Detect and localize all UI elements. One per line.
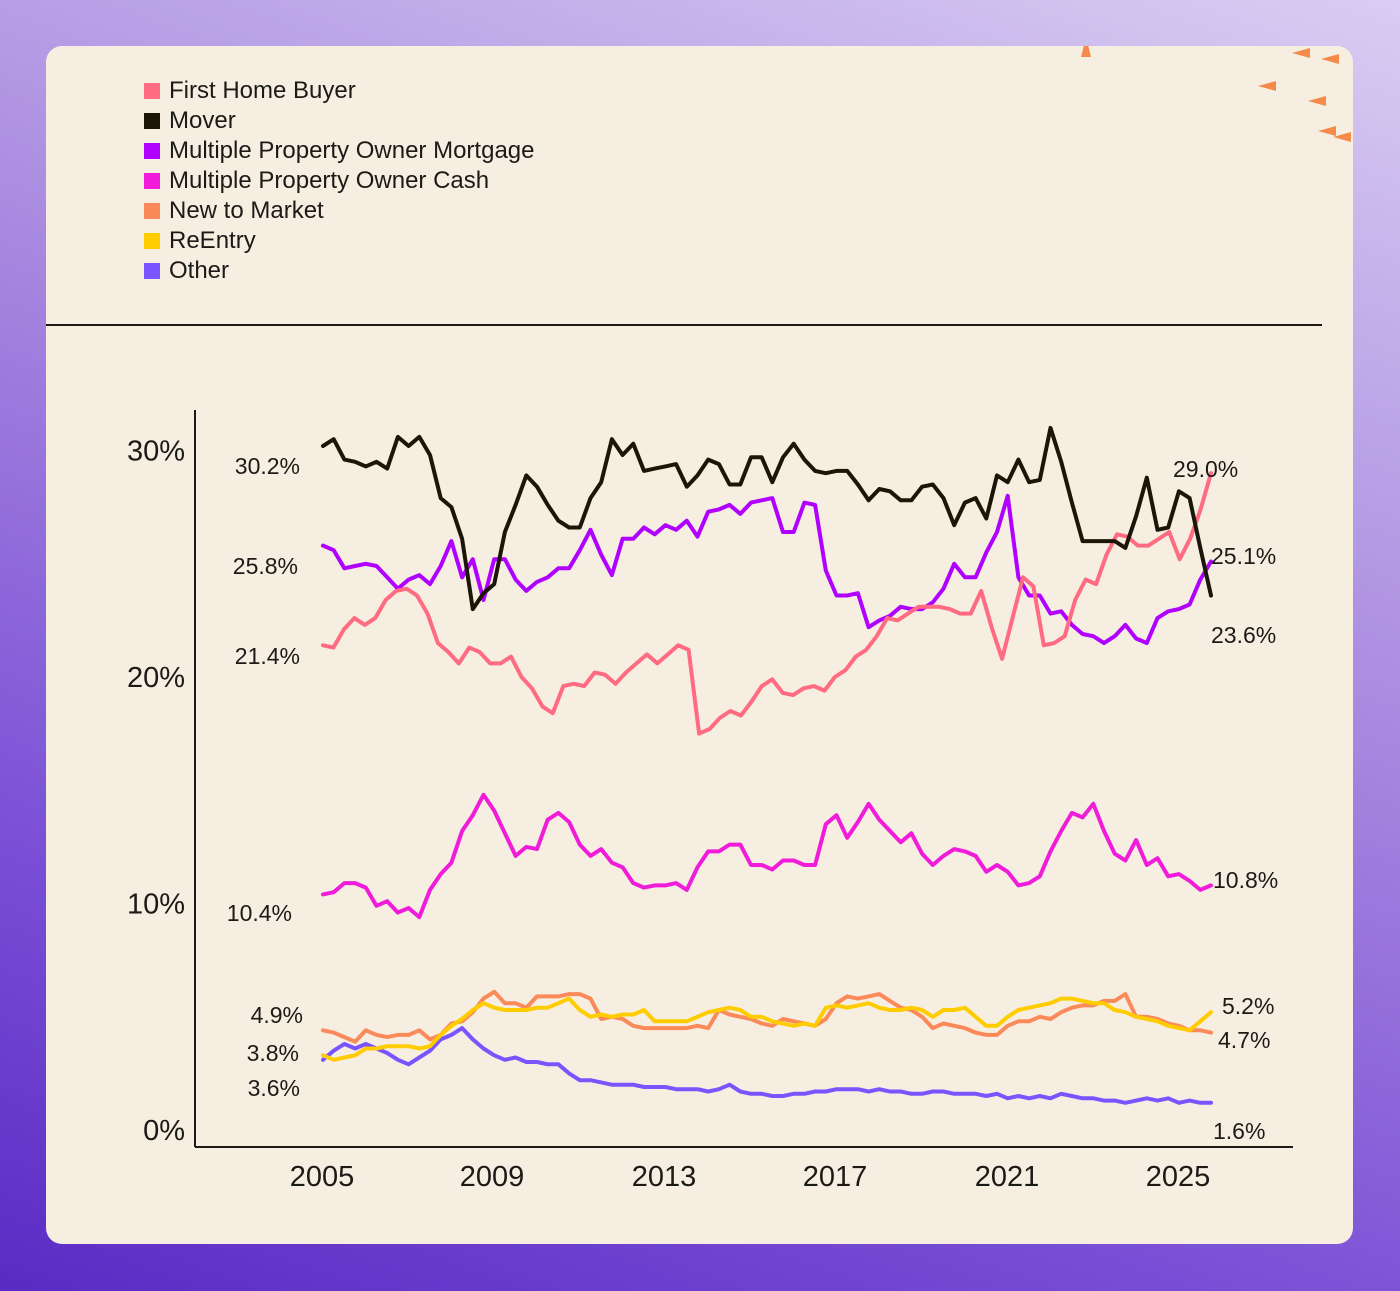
legend-swatch — [144, 143, 160, 159]
start-value-label: 30.2% — [235, 453, 300, 479]
decorative-triangle — [1333, 132, 1351, 142]
series-line-reentry — [321, 996, 1213, 1062]
decorative-triangle — [1321, 54, 1339, 64]
decorative-triangle — [1318, 126, 1336, 136]
legend-swatch — [144, 173, 160, 189]
legend-item-reentry[interactable]: ReEntry — [144, 226, 534, 256]
legend-swatch — [144, 233, 160, 249]
chart-card: First Home Buyer Mover Multiple Property… — [46, 46, 1353, 1244]
decorative-triangle — [1308, 96, 1326, 106]
x-tick-label: 2017 — [803, 1161, 868, 1193]
series-line-mover — [321, 425, 1213, 612]
series-line-multiple-property-owner-cash — [321, 792, 1213, 920]
start-value-label: 21.4% — [235, 643, 300, 669]
y-tick-label: 20% — [127, 662, 185, 694]
legend-item-new-to-market[interactable]: New to Market — [144, 196, 534, 226]
y-tick-label: 10% — [127, 889, 185, 921]
series-line-first-home-buyer — [321, 471, 1213, 736]
series-line-multiple-property-owner-mortgage — [321, 493, 1213, 645]
legend-label: Mover — [169, 107, 236, 134]
start-value-label: 25.8% — [233, 553, 298, 579]
legend-swatch — [144, 203, 160, 219]
legend-label: Other — [169, 257, 230, 284]
legend-swatch — [144, 113, 160, 129]
legend-item-other[interactable]: Other — [144, 256, 534, 286]
end-value-label: 23.6% — [1211, 622, 1276, 648]
y-tick-label: 0% — [143, 1115, 185, 1147]
legend-divider — [46, 324, 1322, 326]
x-tick-label: 2013 — [632, 1161, 697, 1193]
end-value-label: 10.8% — [1213, 867, 1278, 893]
end-value-label: 5.2% — [1222, 993, 1274, 1019]
end-value-label: 29.0% — [1173, 456, 1238, 482]
end-value-label: 1.6% — [1213, 1118, 1265, 1144]
start-value-label: 3.8% — [247, 1040, 299, 1066]
legend-label: Multiple Property Owner Mortgage — [169, 137, 535, 164]
end-value-label: 25.1% — [1211, 543, 1276, 569]
line-chart: 0% 10% 20% 30% 2005 2009 2013 2017 2021 2025 21.4%… — [127, 410, 1293, 1193]
legend-item-first-home-buyer[interactable]: First Home Buyer — [144, 76, 534, 106]
chart-legend: First Home Buyer Mover Multiple Property… — [144, 76, 534, 286]
legend-item-mover[interactable]: Mover — [144, 106, 534, 136]
decorative-triangle — [1292, 48, 1310, 58]
x-tick-label: 2009 — [460, 1161, 525, 1193]
start-value-label: 4.9% — [251, 1002, 303, 1028]
legend-label: First Home Buyer — [169, 77, 356, 104]
x-tick-label: 2025 — [1146, 1161, 1211, 1193]
series-line-other — [321, 1026, 1213, 1105]
x-tick-label: 2021 — [975, 1161, 1040, 1193]
legend-swatch — [144, 263, 160, 279]
decorative-triangle — [1258, 81, 1276, 91]
legend-label: New to Market — [169, 197, 324, 224]
end-value-label: 4.7% — [1218, 1027, 1270, 1053]
y-tick-label: 30% — [127, 436, 185, 468]
legend-label: Multiple Property Owner Cash — [169, 167, 490, 194]
start-value-label: 10.4% — [227, 900, 292, 926]
legend-label: ReEntry — [169, 227, 256, 254]
x-tick-label: 2005 — [290, 1161, 355, 1193]
legend-item-mpo-mortgage[interactable]: Multiple Property Owner Mortgage — [144, 136, 534, 166]
start-value-label: 3.6% — [248, 1075, 300, 1101]
legend-swatch — [144, 83, 160, 99]
legend-item-mpo-cash[interactable]: Multiple Property Owner Cash — [144, 166, 534, 196]
